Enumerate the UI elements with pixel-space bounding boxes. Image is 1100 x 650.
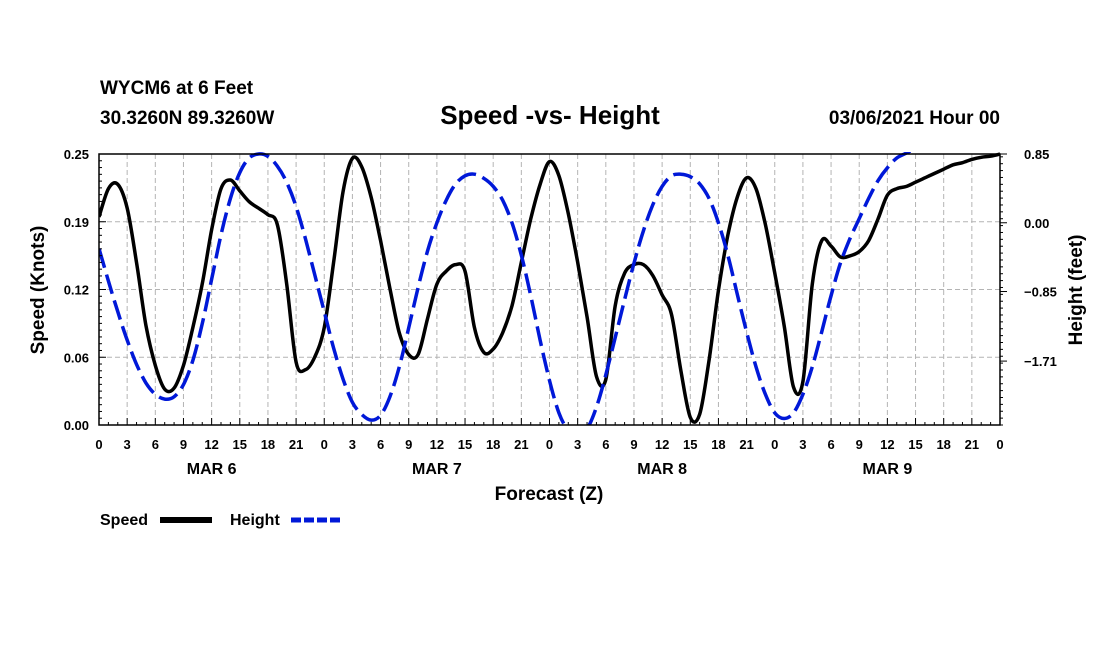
x-tick-label: 12 [430,437,444,452]
station-coords: 30.3260N 89.3260W [100,108,274,129]
x-tick-label: 0 [996,437,1003,452]
y-left-tick-label: 0.19 [64,215,89,230]
x-tick-label: 0 [771,437,778,452]
x-tick-label: 6 [152,437,159,452]
x-tick-label: 6 [827,437,834,452]
y-left-tick-label: 0.12 [64,283,89,298]
x-axis-label: Forecast (Z) [495,484,604,505]
x-tick-label: 15 [233,437,247,452]
y-axis-right-label: Height (feet) [1066,235,1087,346]
x-tick-label: 21 [739,437,753,452]
x-tick-label: 12 [880,437,894,452]
x-tick-label: 15 [683,437,697,452]
series-line-height [99,152,912,425]
station-name: WYCM6 at 6 Feet [100,78,254,99]
day-label: MAR 7 [412,461,462,478]
x-tick-label: 3 [124,437,131,452]
legend-label-height: Height [230,512,280,529]
x-tick-label: 15 [458,437,472,452]
series-group [99,152,1000,425]
x-tick-label: 12 [204,437,218,452]
y-right-tick-label: 0.00 [1024,216,1049,231]
y-right-tick-label: 0.85 [1024,147,1049,162]
x-tick-label: 21 [289,437,303,452]
x-tick-label: 9 [180,437,187,452]
x-tick-label: 3 [799,437,806,452]
legend: Speed Height [100,512,342,529]
day-label: MAR 6 [187,461,237,478]
x-tick-label: 9 [630,437,637,452]
chart-title: Speed -vs- Height [440,100,660,130]
day-label: MAR 8 [637,461,687,478]
x-tick-label: 3 [349,437,356,452]
x-tick-label: 18 [261,437,275,452]
x-tick-label: 12 [655,437,669,452]
x-tick-label: 6 [377,437,384,452]
x-tick-label: 3 [574,437,581,452]
x-tick-label: 9 [856,437,863,452]
x-tick-label: 0 [321,437,328,452]
x-tick-label: 18 [486,437,500,452]
x-tick-label: 9 [405,437,412,452]
tick-group: 0 3 6 9 12 15 18 21 0 3 6 9 12 15 18 21 0 3 6 9 12 15 18 21 0 3 6 9… [64,147,1057,478]
x-tick-label: 0 [95,437,102,452]
x-tick-label: 6 [602,437,609,452]
forecast-datetime: 03/06/2021 Hour 00 [829,108,1000,129]
y-left-tick-label: 0.25 [64,147,89,162]
x-tick-label: 21 [965,437,979,452]
series-line-speed [99,152,1000,424]
y-left-tick-label: 0.06 [64,350,89,365]
y-right-tick-label: −0.85 [1024,285,1057,300]
y-right-tick-label: −1.71 [1024,354,1057,369]
x-tick-label: 15 [908,437,922,452]
day-label: MAR 9 [862,461,912,478]
x-tick-label: 21 [514,437,528,452]
y-axis-left-label: Speed (Knots) [28,226,49,355]
y-left-tick-label: 0.00 [64,418,89,433]
x-tick-label: 0 [546,437,553,452]
legend-label-speed: Speed [100,512,148,529]
x-tick-label: 18 [711,437,725,452]
x-tick-label: 18 [936,437,950,452]
